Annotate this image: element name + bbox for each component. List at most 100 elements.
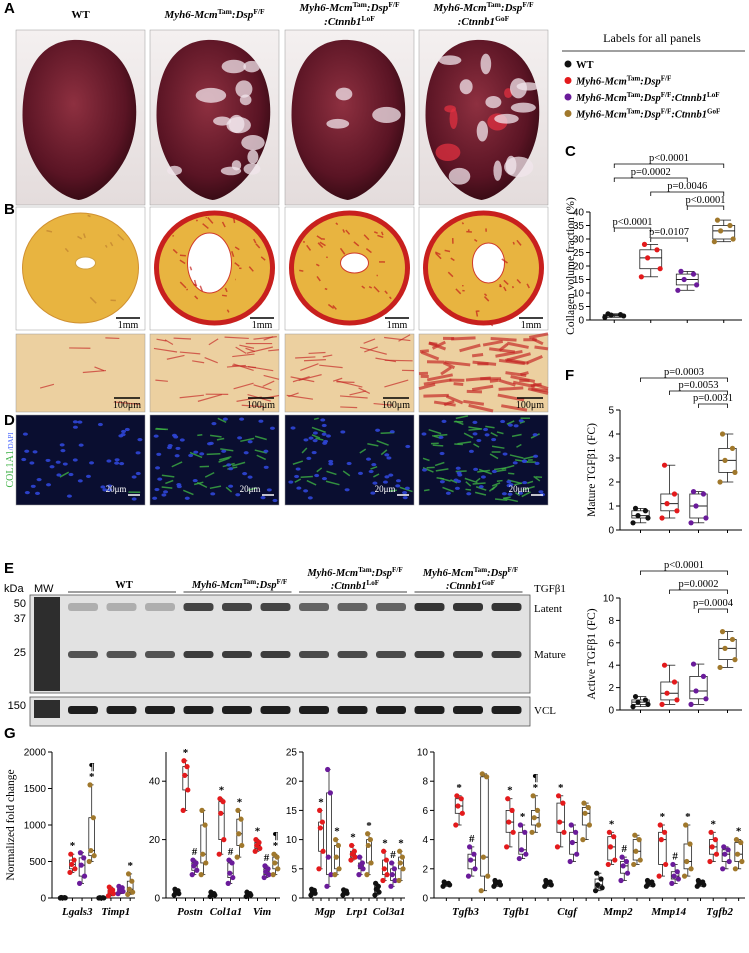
nucleus: [466, 492, 472, 496]
collagen-fiber: [443, 361, 456, 370]
collagen-fiber: [466, 389, 483, 394]
data-point: [86, 858, 92, 865]
data-point: [261, 874, 267, 881]
text-part: Myh6-Mcm: [422, 568, 474, 579]
collagen-streak: [194, 295, 199, 300]
y-tick-label: 4: [608, 661, 614, 672]
significance-mark: #: [622, 843, 628, 855]
nucleus: [502, 452, 508, 456]
data-point: [81, 873, 88, 879]
y-tick-label: 20: [149, 835, 161, 846]
nucleus: [237, 436, 243, 440]
collagen-streak: [179, 259, 186, 265]
data-point: [732, 657, 738, 663]
data-point: [606, 829, 612, 835]
collagen-streak: [461, 222, 465, 225]
text-part: :Dsp: [256, 580, 276, 591]
comparison-bracket: [650, 191, 725, 196]
scale-label: 100μm: [247, 400, 275, 411]
data-point: [397, 860, 403, 866]
text-part: Myh6-Mcm: [575, 93, 627, 104]
data-point: [367, 837, 373, 843]
collagen-streak: [232, 217, 236, 224]
collagen-signal: [473, 443, 480, 448]
nucleus: [340, 430, 346, 434]
y-tick-label: 1000: [24, 821, 47, 832]
mature-band: [145, 651, 175, 658]
box: [639, 249, 663, 270]
collagen-fiber: [505, 371, 527, 377]
data-point: [72, 866, 78, 872]
nucleus: [263, 449, 269, 453]
collagen-streak: [172, 248, 178, 254]
data-point: [238, 816, 244, 822]
nucleus: [263, 465, 269, 469]
y-tick-label: 8: [608, 616, 614, 627]
data-point: [372, 892, 378, 898]
mw-label: MW: [34, 583, 54, 595]
collagen-signal: [376, 439, 389, 446]
collagen-fiber: [300, 363, 319, 372]
legend-marker: [564, 110, 572, 117]
nucleus: [119, 461, 125, 466]
data-point: [693, 503, 699, 509]
y-tick-label: 10: [603, 594, 615, 605]
data-point: [327, 790, 333, 796]
x-tick-label: Timp1: [101, 906, 130, 918]
fibrotic-patch: [220, 166, 242, 176]
data-point: [738, 839, 744, 846]
data-point: [97, 895, 103, 901]
collagen-fiber: [336, 380, 363, 388]
collagen-fiber: [468, 403, 494, 413]
nucleus: [211, 421, 217, 426]
data-point: [557, 819, 563, 825]
data-point: [388, 883, 394, 889]
data-point: [678, 268, 684, 274]
y-tick-label: 15: [573, 275, 585, 286]
nucleus: [346, 461, 352, 466]
nucleus: [167, 444, 173, 448]
mature-band: [491, 651, 522, 658]
nucleus: [124, 427, 130, 432]
nucleus: [368, 469, 374, 474]
y-tick-label: 0: [578, 316, 584, 327]
mature-band: [68, 651, 98, 658]
fibrotic-patch: [243, 163, 261, 175]
data-point: [725, 847, 731, 853]
data-point: [674, 869, 680, 875]
collagen-fiber: [512, 380, 536, 389]
collagen-signal: [209, 485, 222, 490]
nucleus: [29, 461, 35, 465]
data-point: [581, 800, 587, 806]
collagen-fiber: [528, 332, 549, 339]
data-point: [253, 837, 259, 843]
data-point: [384, 872, 390, 878]
latent-band: [68, 603, 98, 611]
fibrotic-patch: [476, 120, 489, 142]
data-point: [620, 863, 626, 869]
nucleus: [311, 450, 317, 455]
fibrotic-patch: [448, 167, 471, 185]
data-point: [518, 847, 525, 853]
data-point: [216, 851, 222, 857]
data-point: [348, 857, 354, 863]
nucleus: [210, 492, 216, 496]
panel-label: E: [4, 560, 14, 577]
collagen-signal: [189, 451, 203, 459]
collagen-streak: [224, 287, 228, 293]
data-point: [391, 866, 397, 872]
data-point: [700, 673, 707, 680]
significance-mark: #: [390, 849, 396, 861]
data-point: [619, 854, 625, 860]
genotype-header: Myh6-McmTam:DspF/F: [163, 7, 265, 21]
collagen-fiber: [482, 339, 504, 347]
collagen-streak: [193, 283, 198, 287]
data-point: [458, 796, 464, 802]
text-part: :Ctnnb1: [458, 16, 495, 28]
collagen-fiber: [463, 399, 485, 406]
nucleus: [179, 438, 185, 442]
collagen-fiber: [105, 337, 120, 340]
nucleus: [441, 419, 447, 424]
data-point: [333, 837, 339, 843]
collagen-streak: [516, 239, 522, 246]
